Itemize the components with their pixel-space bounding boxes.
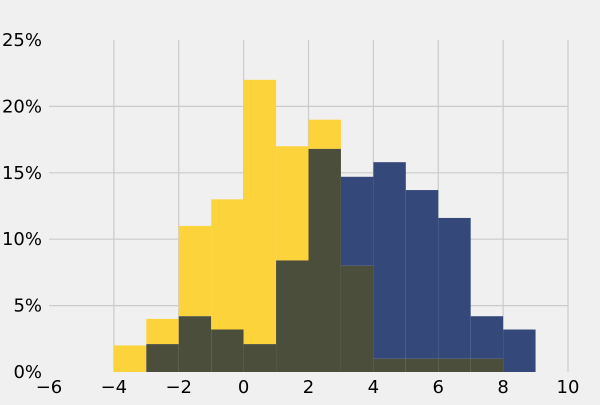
bar-overlap — [405, 358, 439, 372]
bar-overlap — [211, 329, 244, 372]
x-tick-label: −6 — [36, 377, 63, 398]
bar-series-2 — [503, 329, 536, 372]
bar-overlap — [438, 358, 471, 372]
x-tick-label: 10 — [557, 377, 580, 398]
y-axis-ticks: 0% 5% 10% 15% 20% 25% — [2, 30, 42, 383]
x-axis-ticks: −6 −4 −2 0 2 4 6 8 10 — [36, 377, 580, 398]
bar-series-1 — [276, 146, 309, 261]
y-tick-label: 10% — [2, 229, 42, 250]
x-tick-label: −2 — [165, 377, 192, 398]
bar-series-1 — [113, 345, 147, 372]
x-tick-label: 8 — [497, 377, 508, 398]
bar-overlap — [373, 358, 406, 372]
bar-series-1 — [178, 225, 212, 317]
bar-series-1 — [308, 119, 341, 149]
x-tick-label: 2 — [303, 377, 314, 398]
y-tick-label: 0% — [13, 362, 42, 383]
bar-series-1 — [146, 318, 179, 345]
bar-series-2 — [373, 162, 406, 359]
bars — [113, 79, 536, 372]
x-tick-label: 6 — [433, 377, 444, 398]
bar-series-2 — [340, 176, 374, 266]
x-tick-label: −4 — [101, 377, 128, 398]
bar-series-2 — [405, 190, 439, 359]
bar-overlap — [308, 148, 341, 372]
bar-overlap — [276, 260, 309, 372]
y-tick-label: 15% — [2, 163, 42, 184]
y-tick-label: 20% — [2, 96, 42, 117]
bar-overlap — [146, 344, 179, 372]
bar-overlap — [340, 265, 374, 372]
bar-series-2 — [470, 316, 504, 359]
y-tick-label: 25% — [2, 30, 42, 51]
x-tick-label: 4 — [368, 377, 379, 398]
bar-series-2 — [438, 217, 471, 359]
y-tick-label: 5% — [13, 296, 42, 317]
bar-series-1 — [243, 79, 277, 345]
bar-overlap — [243, 344, 277, 372]
x-tick-label: 0 — [238, 377, 249, 398]
bar-series-1 — [211, 199, 244, 330]
bar-overlap — [178, 316, 212, 372]
bar-overlap — [470, 358, 504, 372]
